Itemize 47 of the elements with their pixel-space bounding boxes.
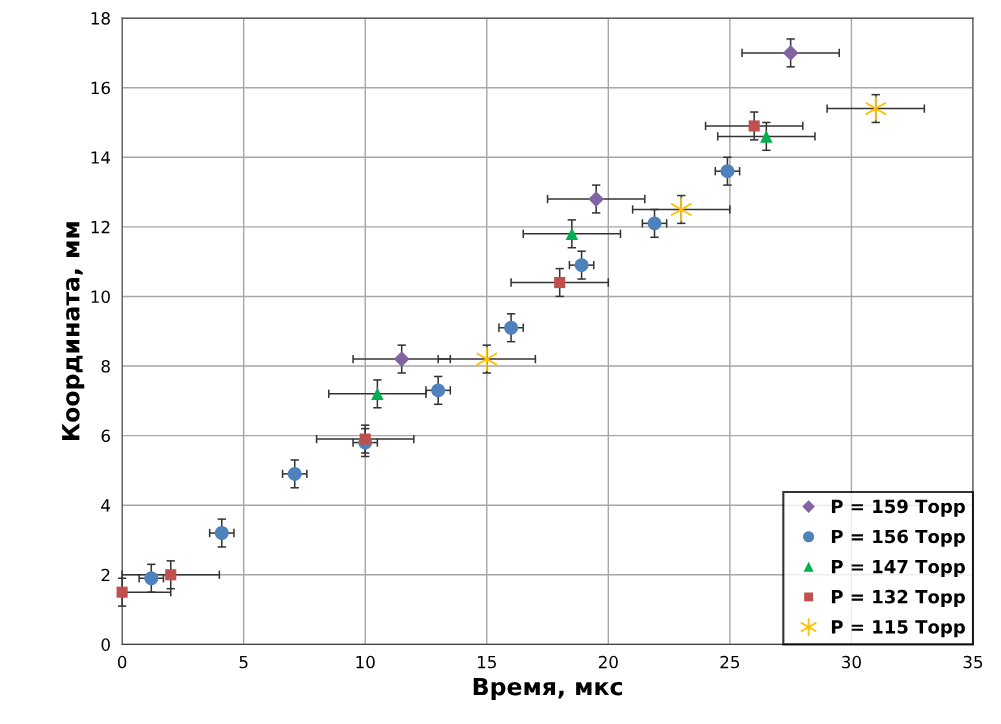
point (393, 351, 410, 367)
y-tick-label: 14 (91, 151, 111, 164)
point (359, 433, 371, 445)
y-axis-title: Координата, мм (62, 222, 85, 441)
legend-label: P = 147 Торр (831, 559, 965, 577)
point (165, 569, 177, 581)
y-tick-label: 10 (91, 290, 110, 304)
x-tick-label: 5 (239, 655, 248, 669)
x-tick-label: 15 (478, 655, 496, 669)
point (670, 197, 692, 222)
y-tick-label: 2 (101, 568, 110, 582)
point (554, 276, 566, 289)
point (116, 586, 128, 598)
point (565, 227, 579, 241)
x-tick-label: 25 (720, 655, 740, 669)
point (431, 383, 446, 398)
point (144, 571, 159, 586)
point (865, 96, 887, 121)
point (574, 258, 589, 273)
x-axis-title: Время, мкс (473, 677, 622, 701)
legend-label: P = 159 Торр (831, 499, 965, 517)
legend-label: P = 132 Торр (831, 589, 965, 608)
point (504, 320, 519, 335)
y-tick-label: 0 (101, 638, 110, 651)
y-tick-label: 12 (91, 220, 110, 234)
y-tick-label: 6 (101, 429, 110, 443)
point (760, 130, 773, 143)
point (647, 216, 662, 231)
point (720, 164, 735, 179)
y-tick-label: 16 (91, 81, 110, 95)
point (782, 45, 799, 61)
legend-label: P = 156 Торр (831, 529, 965, 547)
y-tick-label: 4 (101, 499, 111, 512)
y-tick-label: 8 (101, 359, 110, 373)
point (214, 526, 229, 540)
x-tick-label: 35 (963, 655, 983, 669)
x-tick-label: 20 (598, 655, 618, 669)
point (287, 466, 302, 481)
point (748, 120, 760, 132)
x-tick-label: 10 (356, 655, 375, 669)
legend-label: P = 115 Торр (831, 620, 965, 638)
x-tick-label: 30 (842, 655, 861, 669)
point (588, 191, 605, 207)
point (371, 387, 384, 401)
point (476, 347, 498, 372)
x-tick-label: 0 (117, 655, 127, 669)
y-tick-label: 18 (91, 12, 110, 25)
